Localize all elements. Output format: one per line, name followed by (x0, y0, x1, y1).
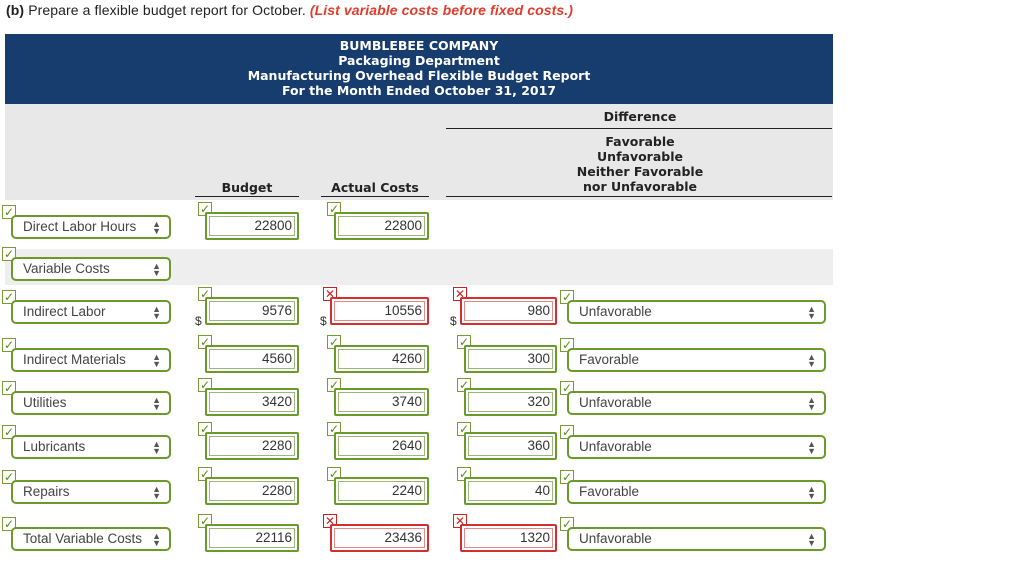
column-header-band (5, 104, 833, 200)
repairs-status-select[interactable]: Favorable ▲ ▼ (567, 480, 826, 504)
indirect-materials-select[interactable]: Indirect Materials ▲ ▼ (11, 348, 171, 372)
select-arrows-icon: ▲ ▼ (152, 395, 161, 412)
select-arrows-icon: ▲ ▼ (807, 352, 816, 369)
repairs-difference-input[interactable]: 40 (464, 477, 557, 505)
report-title-band: BUMBLEBEE COMPANY Packaging Department M… (5, 34, 833, 104)
dollar-sign: $ (450, 314, 457, 328)
indirect-labor-difference-input[interactable]: 980 (460, 297, 557, 325)
select-arrows-icon: ▲ ▼ (152, 261, 161, 278)
indirect-materials-difference-input[interactable]: 300 (464, 345, 557, 373)
budget-header: Budget (221, 180, 273, 195)
select-arrows-icon: ▲ ▼ (152, 304, 161, 321)
lubricants-difference-input[interactable]: 360 (464, 432, 557, 460)
variable-costs-select[interactable]: Variable Costs ▲ ▼ (11, 257, 171, 281)
total-variable-costs-select[interactable]: Total Variable Costs ▲ ▼ (11, 527, 171, 551)
lubricants-budget-input[interactable]: 2280 (205, 432, 299, 460)
repairs-actual-input[interactable]: 2240 (334, 477, 429, 505)
instruction: (b) Prepare a flexible budget report for… (6, 2, 573, 18)
indirect-labor-select[interactable]: Indirect Labor ▲ ▼ (11, 300, 171, 324)
repairs-select[interactable]: Repairs ▲ ▼ (11, 480, 171, 504)
dollar-sign: $ (195, 314, 202, 328)
total-difference-input[interactable]: 1320 (460, 524, 557, 552)
utilities-budget-input[interactable]: 3420 (205, 388, 299, 416)
actual-header: Actual Costs (331, 180, 419, 195)
utilities-actual-input[interactable]: 3740 (334, 388, 429, 416)
utilities-select[interactable]: Utilities ▲ ▼ (11, 391, 171, 415)
utilities-status-select[interactable]: Unfavorable ▲ ▼ (567, 391, 826, 415)
indirect-materials-actual-input[interactable]: 4260 (334, 345, 429, 373)
total-status-select[interactable]: Unfavorable ▲ ▼ (567, 527, 826, 551)
report-title: Manufacturing Overhead Flexible Budget R… (247, 68, 591, 83)
difference-header: Difference (603, 109, 677, 124)
select-arrows-icon: ▲ ▼ (807, 531, 816, 548)
budget-rule (195, 196, 299, 197)
indirect-materials-budget-input[interactable]: 4560 (205, 345, 299, 373)
dlh-actual-input[interactable]: 22800 (334, 212, 429, 240)
select-arrows-icon: ▲ ▼ (152, 531, 161, 548)
company-name: BUMBLEBEE COMPANY (339, 38, 499, 53)
select-arrows-icon: ▲ ▼ (807, 439, 816, 456)
utilities-difference-input[interactable]: 320 (464, 388, 557, 416)
select-arrows-icon: ▲ ▼ (152, 484, 161, 501)
instruction-emphasis: (List variable costs before fixed costs.… (309, 2, 574, 18)
select-arrows-icon: ▲ ▼ (152, 352, 161, 369)
indirect-labor-actual-input[interactable]: 10556 (330, 297, 429, 325)
indirect-materials-status-select[interactable]: Favorable ▲ ▼ (567, 348, 826, 372)
direct-labor-hours-select[interactable]: Direct Labor Hours ▲ ▼ (11, 215, 171, 239)
lubricants-select[interactable]: Lubricants ▲ ▼ (11, 435, 171, 459)
select-arrows-icon: ▲ ▼ (807, 484, 816, 501)
indirect-labor-status-select[interactable]: Unfavorable ▲ ▼ (567, 300, 826, 324)
select-arrows-icon: ▲ ▼ (807, 304, 816, 321)
dollar-sign: $ (320, 314, 327, 328)
actual-rule (321, 196, 429, 197)
dlh-budget-input[interactable]: 22800 (205, 212, 299, 240)
difference-bottom-rule (446, 196, 832, 197)
part-label: (b) (6, 2, 25, 18)
select-arrows-icon: ▲ ▼ (807, 395, 816, 412)
lubricants-actual-input[interactable]: 2640 (334, 432, 429, 460)
difference-options-header: Favorable Unfavorable Neither Favorable … (576, 134, 704, 194)
lubricants-status-select[interactable]: Unfavorable ▲ ▼ (567, 435, 826, 459)
report-period: For the Month Ended October 31, 2017 (282, 83, 556, 98)
select-arrows-icon: ▲ ▼ (152, 219, 161, 236)
difference-rule (446, 128, 832, 129)
indirect-labor-budget-input[interactable]: 9576 (205, 297, 299, 325)
instruction-text: Prepare a flexible budget report for Oct… (28, 2, 306, 18)
repairs-budget-input[interactable]: 2280 (205, 477, 299, 505)
total-budget-input[interactable]: 22116 (205, 524, 299, 552)
select-arrows-icon: ▲ ▼ (152, 439, 161, 456)
total-actual-input[interactable]: 23436 (330, 524, 429, 552)
department-name: Packaging Department (338, 53, 500, 68)
